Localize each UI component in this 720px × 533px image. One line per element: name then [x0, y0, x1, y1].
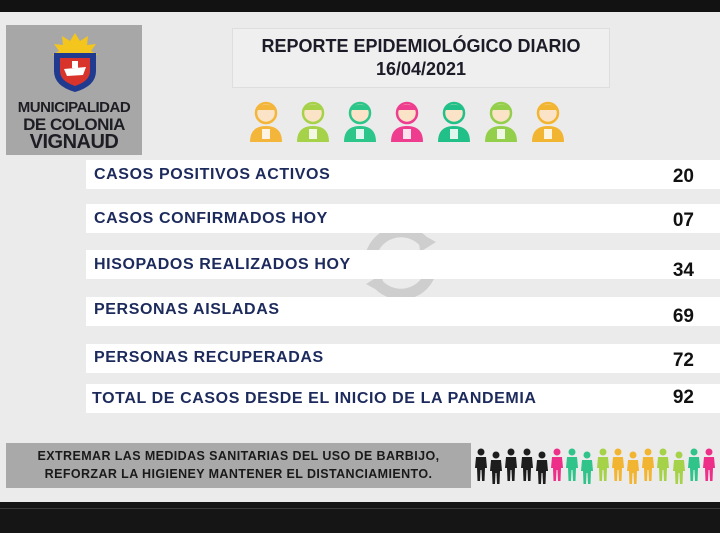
row-value: 20	[672, 166, 694, 187]
row-total-cases: TOTAL DE CASOS DESDE EL INICIO DE LA PAN…	[86, 384, 720, 413]
person-icon	[657, 448, 670, 481]
person-icon	[535, 451, 548, 484]
person-icon	[475, 448, 487, 481]
logo-line-2: DE COLONIA	[23, 115, 125, 134]
sanitary-advice-banner: EXTREMAR LAS MEDIDAS SANITARIAS DEL USO …	[6, 443, 471, 488]
row-label: CASOS CONFIRMADOS HOY	[94, 210, 328, 227]
person-icon	[611, 448, 624, 481]
municipality-logo: MUNICIPALIDAD DE COLONIA VIGNAUD	[6, 25, 142, 155]
report-title: REPORTE EPIDEMIOLÓGICO DIARIO	[261, 36, 581, 56]
health-workers-icons	[246, 99, 572, 143]
row-confirmed-today: CASOS CONFIRMADOS HOY 07	[86, 204, 720, 233]
person-icon	[566, 448, 579, 481]
person-icon	[703, 448, 715, 481]
row-value: 72	[672, 350, 694, 371]
cleaner-icon	[485, 101, 517, 142]
person-icon	[520, 448, 533, 481]
person-icon	[596, 448, 609, 481]
person-icon	[505, 448, 518, 481]
row-value: 07	[672, 210, 694, 231]
report-header: REPORTE EPIDEMIOLÓGICO DIARIO 16/04/2021	[232, 28, 610, 88]
person-icon	[581, 451, 594, 484]
advice-line-1: EXTREMAR LAS MEDIDAS SANITARIAS DEL USO …	[37, 449, 440, 463]
person-icon	[627, 451, 639, 484]
row-swabs-today: HISOPADOS REALIZADOS HOY 34	[86, 250, 720, 281]
row-active-cases: CASOS POSITIVOS ACTIVOS 20	[86, 160, 720, 189]
paramedic-icon	[344, 101, 376, 142]
people-row-icons	[474, 447, 720, 484]
row-isolated: PERSONAS AISLADAS 69	[86, 297, 720, 327]
crest-icon	[52, 33, 98, 92]
person-icon	[490, 451, 503, 484]
row-recovered: PERSONAS RECUPERADAS 72	[86, 344, 720, 373]
top-edge	[0, 0, 720, 12]
row-label: CASOS POSITIVOS ACTIVOS	[94, 166, 331, 183]
row-label: PERSONAS RECUPERADAS	[94, 349, 324, 366]
person-icon	[642, 448, 655, 481]
doctor-icon	[250, 101, 282, 142]
report-date: 16/04/2021	[375, 59, 467, 79]
row-value: 34	[672, 260, 694, 281]
nurse-female-icon	[391, 101, 423, 142]
logo-line-3: VIGNAUD	[29, 131, 119, 153]
person-icon	[687, 448, 700, 481]
row-label: TOTAL DE CASOS DESDE EL INICIO DE LA PAN…	[92, 390, 537, 407]
logo-line-1: MUNICIPALIDAD	[17, 99, 131, 116]
row-value: 69	[672, 306, 694, 327]
person-icon	[551, 448, 563, 481]
person-icon	[672, 451, 685, 484]
advice-line-2: REFORZAR LA HIGIENEY MANTENER EL DISTANC…	[44, 467, 433, 481]
row-value: 92	[672, 387, 694, 408]
firefighter-icon	[532, 101, 564, 142]
bottom-bar	[0, 502, 720, 533]
row-label: HISOPADOS REALIZADOS HOY	[94, 256, 351, 273]
medic-icon	[438, 101, 470, 142]
row-label: PERSONAS AISLADAS	[94, 301, 280, 318]
nurse-icon	[297, 101, 329, 142]
